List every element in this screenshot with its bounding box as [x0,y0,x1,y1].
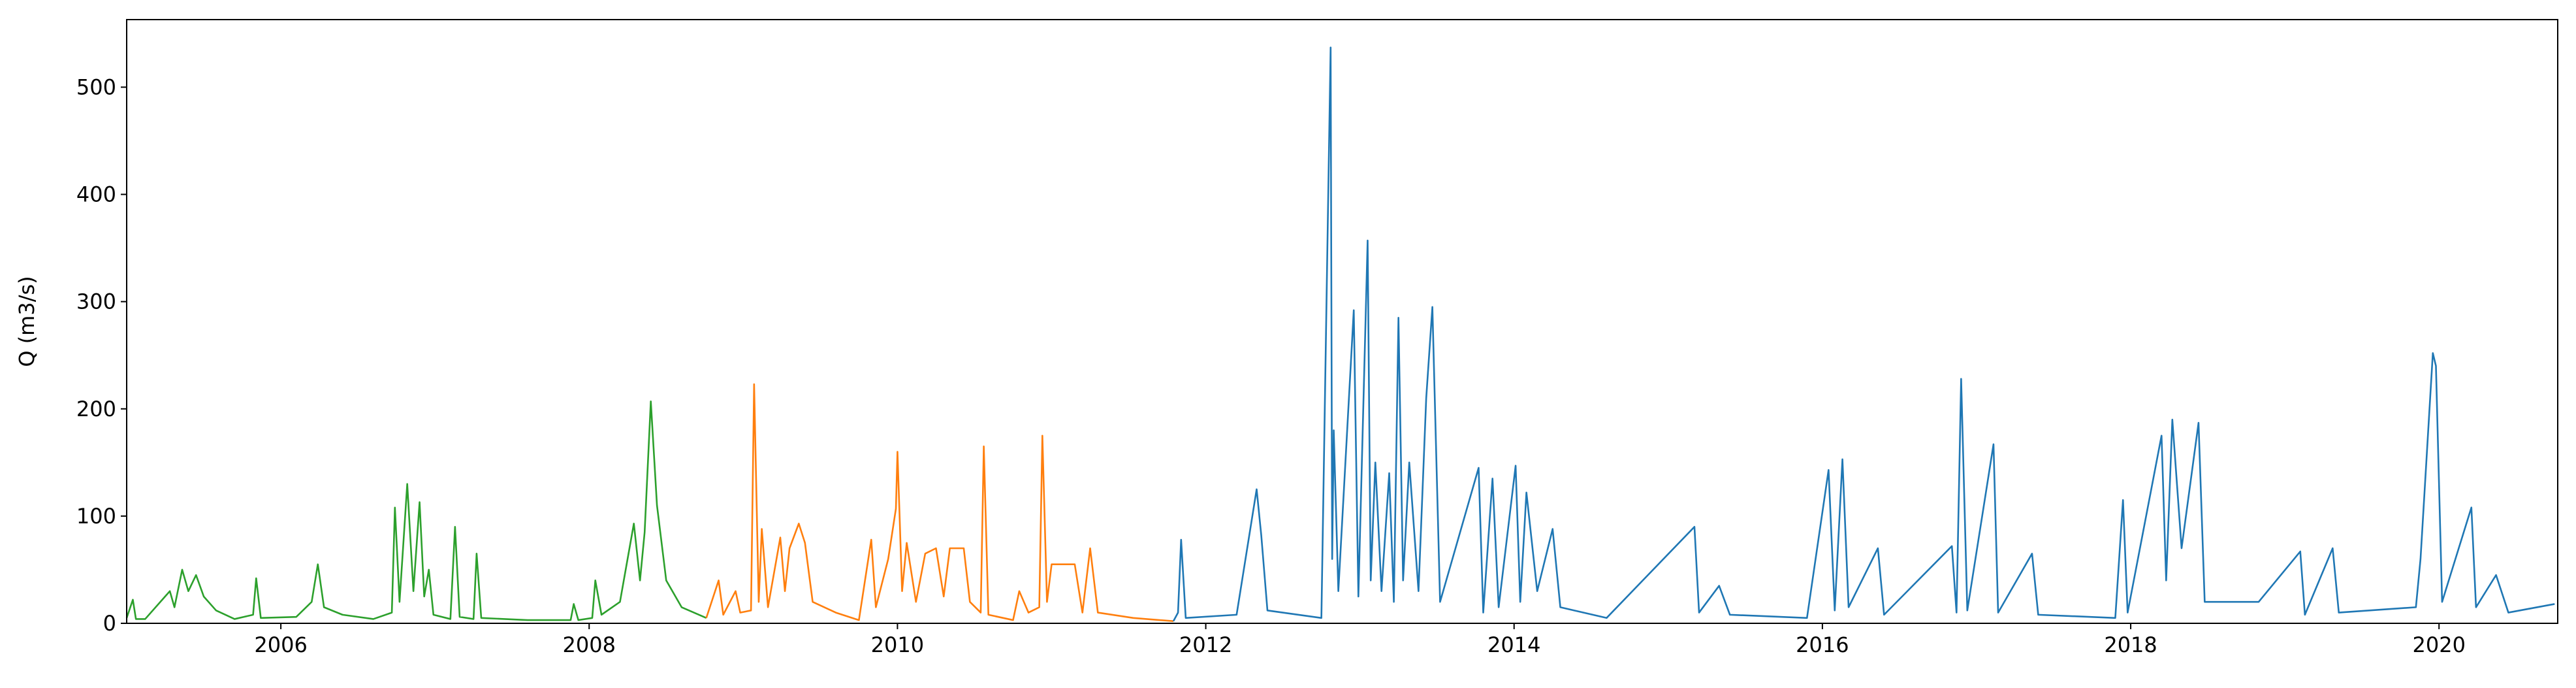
y-axis-label: Q (m3/s) [14,276,39,367]
x-tick-label: 2014 [1487,632,1540,657]
y-tick-label: 0 [103,611,116,636]
x-tick-label: 2018 [2104,632,2157,657]
series-line [705,383,1174,623]
x-tick-label: 2020 [2412,632,2465,657]
x-tick-label: 2010 [871,632,924,657]
y-tick-label: 300 [76,289,116,314]
x-tick-label: 2012 [1179,632,1232,657]
y-tick-label: 100 [76,504,116,529]
y-tick-label: 500 [76,74,116,99]
x-tick-label: 2006 [254,632,307,657]
x-tick-label: 2016 [1796,632,1849,657]
y-tick-label: 200 [76,397,116,421]
plot-frame [126,19,2558,624]
series-line [125,400,707,621]
x-tick-label: 2008 [563,632,616,657]
series-line [1172,46,2555,622]
y-tick-label: 400 [76,182,116,207]
